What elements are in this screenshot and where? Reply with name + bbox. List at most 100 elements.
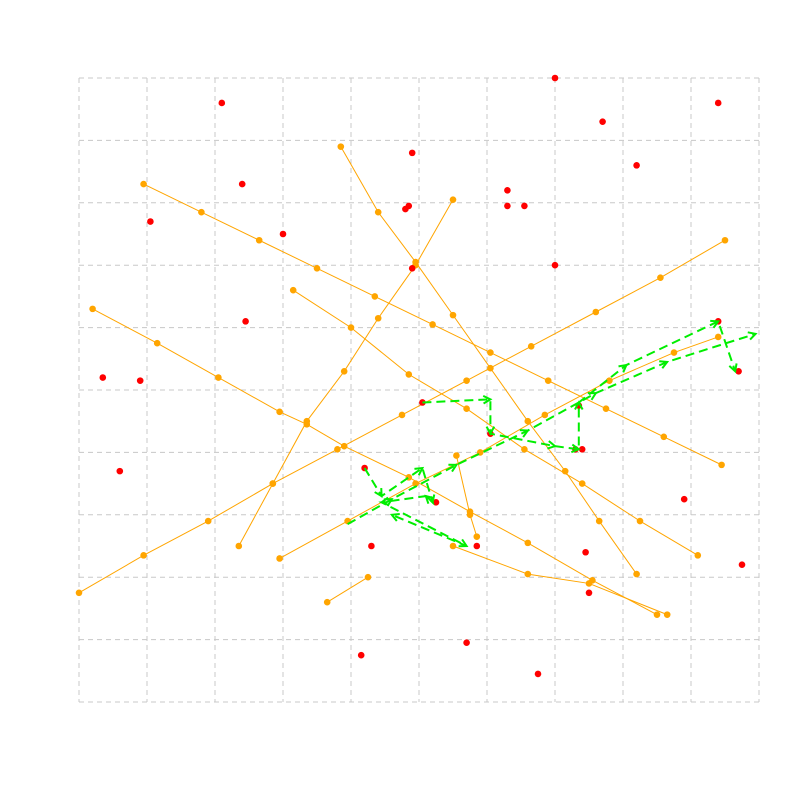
line-point xyxy=(633,571,640,578)
route-arrow xyxy=(748,332,756,339)
line-point xyxy=(324,599,331,606)
scatter-point xyxy=(586,590,593,597)
series-line xyxy=(93,309,657,615)
scatter-point xyxy=(147,218,154,225)
line-point xyxy=(256,237,263,244)
line-point xyxy=(375,315,382,322)
line-point xyxy=(463,405,470,412)
line-point xyxy=(276,555,283,562)
line-series xyxy=(450,543,671,618)
series-line xyxy=(456,456,476,537)
series-line xyxy=(341,147,637,574)
line-point xyxy=(671,349,678,356)
scatter-point xyxy=(137,377,144,384)
scatter-point xyxy=(582,549,589,556)
line-point xyxy=(338,143,345,150)
line-point xyxy=(205,518,212,525)
line-point xyxy=(525,571,532,578)
scatter-point xyxy=(463,639,470,646)
scatter-point xyxy=(504,203,511,210)
line-point xyxy=(140,552,147,559)
line-series xyxy=(89,306,660,618)
line-point xyxy=(450,196,457,203)
route-series xyxy=(365,468,467,546)
series-line xyxy=(327,577,368,602)
line-series xyxy=(140,181,725,468)
scatter-point xyxy=(521,203,528,210)
scatter-point xyxy=(280,231,287,238)
line-point xyxy=(718,462,725,469)
scatter-point xyxy=(117,468,124,475)
line-point xyxy=(236,543,243,550)
line-point xyxy=(89,306,96,313)
scatter-point xyxy=(219,100,226,107)
grid xyxy=(79,78,759,702)
line-point xyxy=(654,611,661,618)
scatter-point xyxy=(681,496,688,503)
line-point xyxy=(525,540,532,547)
line-point xyxy=(596,518,603,525)
scatter-point xyxy=(599,118,606,125)
line-point xyxy=(76,590,83,597)
line-point xyxy=(372,293,379,300)
scatter-point xyxy=(633,162,640,169)
line-point xyxy=(453,452,460,459)
line-point xyxy=(348,324,355,331)
scatter-point xyxy=(715,100,722,107)
line-point xyxy=(198,209,205,216)
route-arrow xyxy=(375,488,382,496)
line-point xyxy=(661,434,668,441)
line-point xyxy=(290,287,297,294)
line-point xyxy=(429,321,436,328)
line-point xyxy=(334,446,341,453)
route-arrow xyxy=(520,430,528,437)
line-point xyxy=(637,518,644,525)
line-point xyxy=(474,533,481,540)
scatter-points-group xyxy=(100,75,746,678)
line-series xyxy=(324,574,371,606)
line-point xyxy=(715,334,722,341)
series-line xyxy=(293,290,698,555)
line-point xyxy=(657,274,664,281)
route-line xyxy=(348,334,756,524)
line-point xyxy=(375,209,382,216)
line-point xyxy=(140,181,147,188)
route-series xyxy=(422,321,736,452)
line-point xyxy=(154,340,161,347)
line-point xyxy=(487,349,494,356)
line-series xyxy=(76,237,729,596)
scatter-point xyxy=(358,652,365,659)
line-point xyxy=(215,374,222,381)
line-point xyxy=(406,371,413,378)
line-point xyxy=(450,312,457,319)
line-point xyxy=(463,377,470,384)
line-series xyxy=(338,143,640,577)
series-line xyxy=(453,546,667,615)
scatter-point xyxy=(552,75,559,82)
line-point xyxy=(270,480,277,487)
line-point xyxy=(450,543,457,550)
scatter-point xyxy=(739,561,746,568)
line-point xyxy=(365,574,372,581)
scatter-point xyxy=(100,374,107,381)
line-point xyxy=(521,446,528,453)
line-point xyxy=(341,368,348,375)
line-point xyxy=(399,412,406,419)
line-point xyxy=(603,405,610,412)
scatter-point xyxy=(504,187,511,194)
scatter-point xyxy=(535,671,542,678)
line-point xyxy=(722,237,729,244)
scatter-point xyxy=(406,203,413,210)
scatter-point xyxy=(474,543,481,550)
scatter-point xyxy=(552,262,559,269)
route-series-group xyxy=(348,321,756,546)
line-point xyxy=(467,512,474,519)
line-point xyxy=(314,265,321,272)
scatter-point xyxy=(409,150,416,157)
scatter-point xyxy=(409,265,416,272)
line-point xyxy=(545,377,552,384)
route-line xyxy=(422,321,735,449)
line-point xyxy=(579,480,586,487)
scatter-point xyxy=(239,181,246,188)
